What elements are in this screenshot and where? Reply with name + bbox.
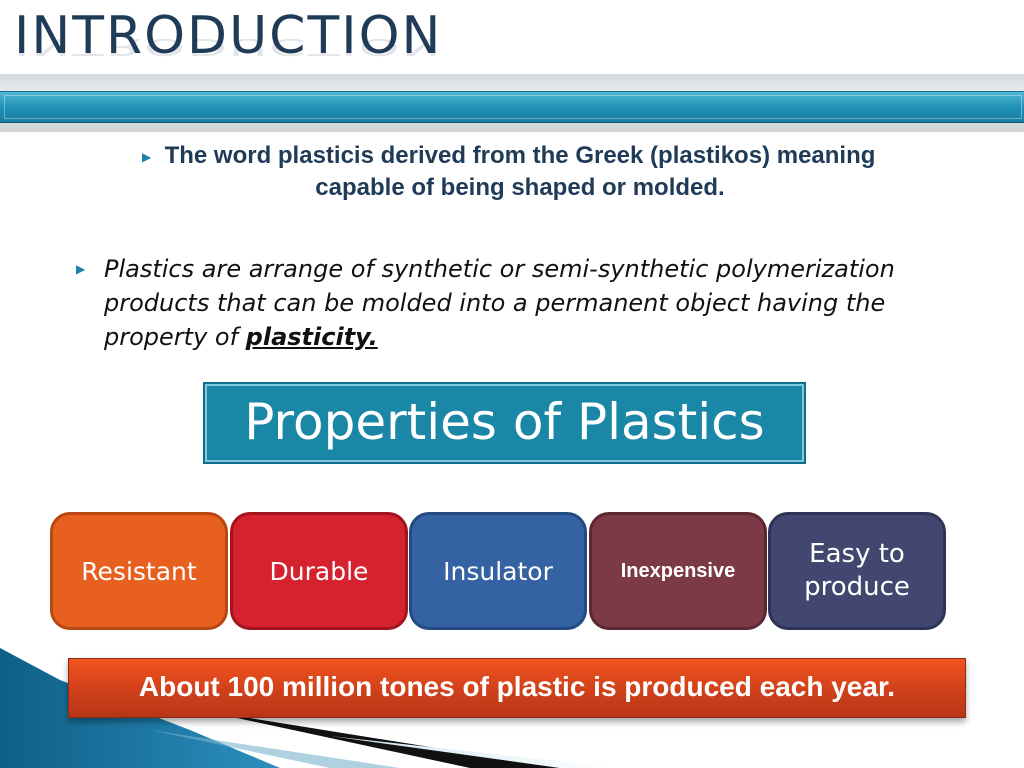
header-band-blue (0, 91, 1024, 123)
header-band-highlight (4, 95, 1022, 119)
property-insulator: Insulator (409, 512, 587, 630)
property-durable: Durable (230, 512, 408, 630)
property-resistant: Resistant (50, 512, 228, 630)
definition-text: Plastics are arrange of synthetic or sem… (104, 255, 895, 351)
slide-title-reflection: INTRODUCTION (14, 33, 443, 60)
properties-heading: Properties of Plastics (203, 382, 806, 464)
decorative-swoosh (0, 648, 620, 768)
bullet-arrow-icon: ▶ (76, 262, 86, 276)
slide-title: INTRODUCTION (14, 6, 443, 66)
bullet-definition: Plastics are arrange of synthetic or sem… (104, 252, 984, 354)
bullet-arrow-icon: ▶ (142, 150, 152, 164)
production-fact-banner: About 100 million tones of plastic is pr… (68, 658, 966, 718)
plasticity-term: plasticity. (245, 323, 378, 351)
bullet-etymology: The word plasticis derived from the Gree… (164, 142, 876, 201)
property-easy-to-produce: Easy to produce (768, 512, 946, 630)
property-inexpensive: Inexpensive (589, 512, 767, 630)
